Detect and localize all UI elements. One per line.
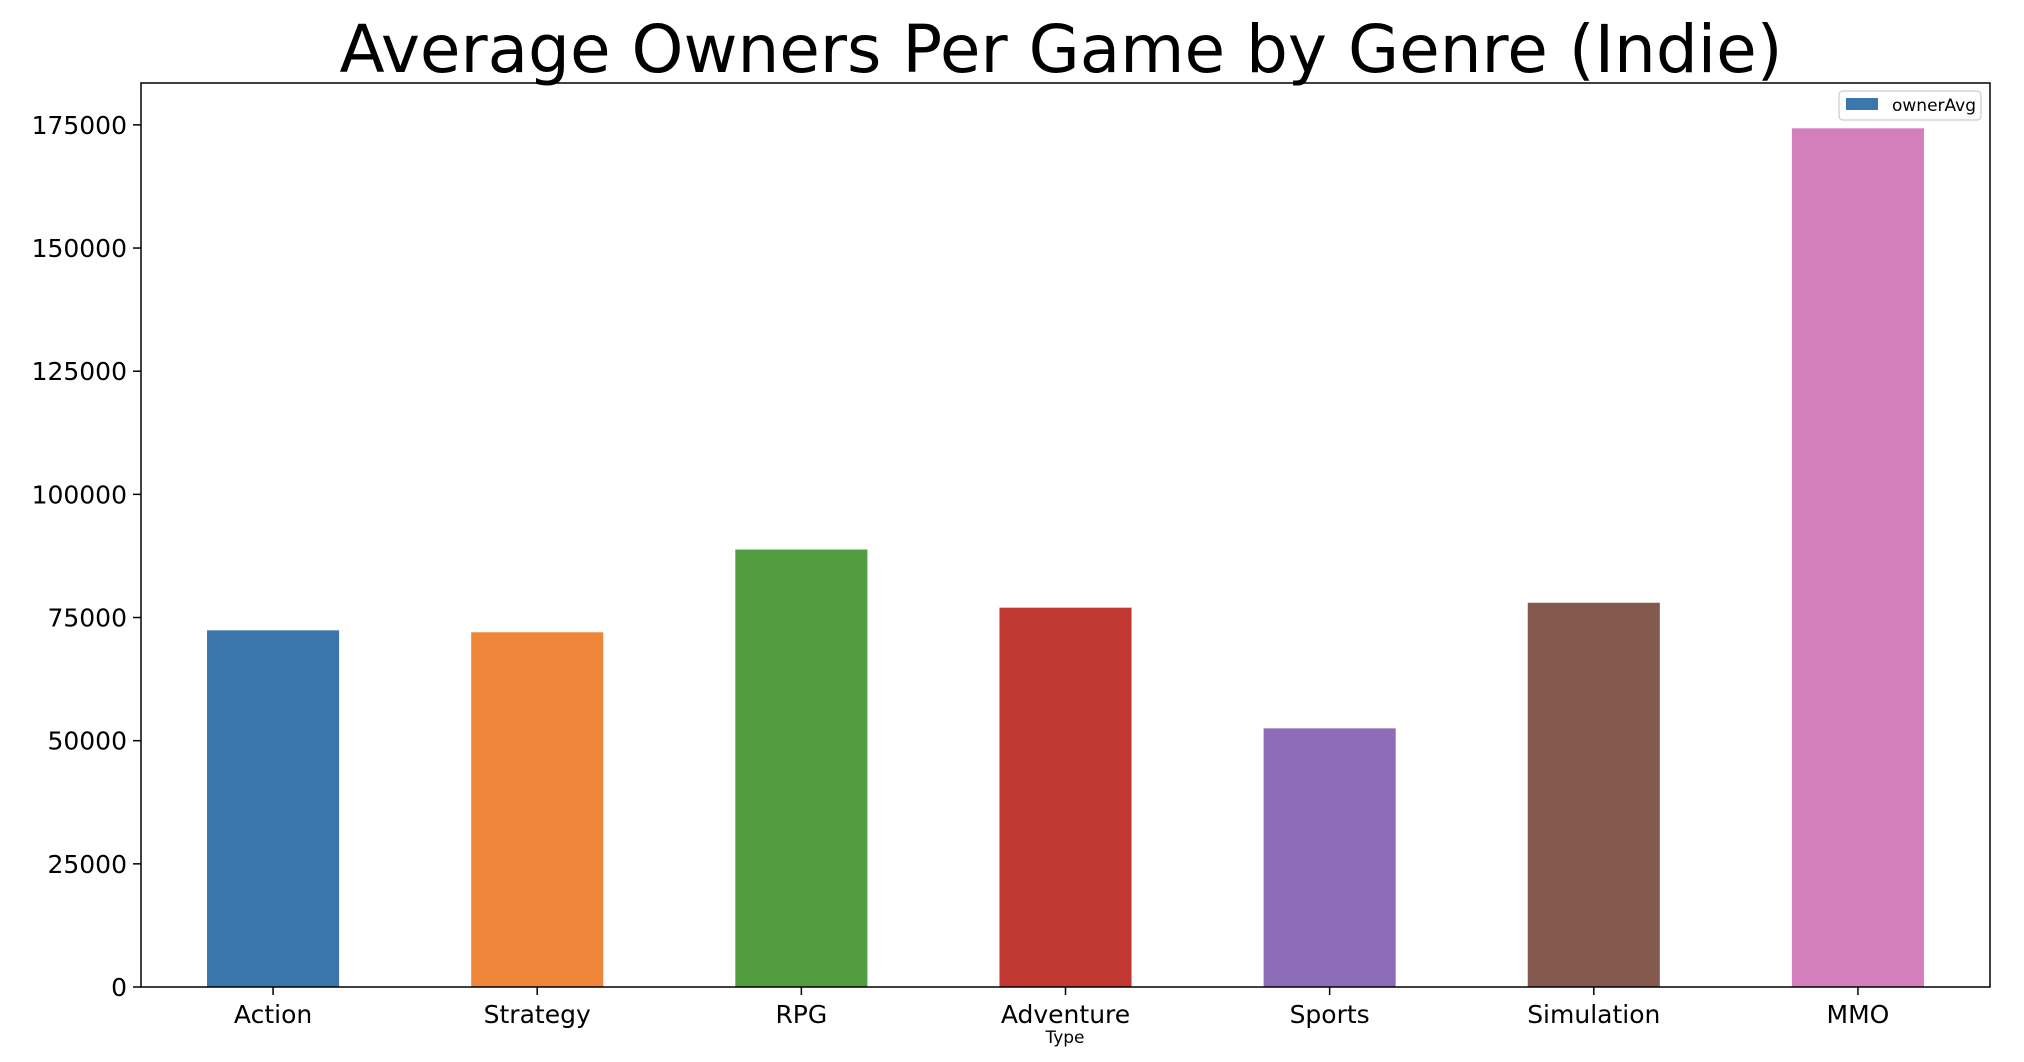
x-axis-label: Type [1044,1028,1084,1048]
bar-simulation [1527,602,1660,987]
plot-frame [140,82,1991,988]
legend-swatch [1846,98,1878,110]
bar-strategy [471,632,604,987]
bar-mmo [1791,128,1924,987]
bar-rpg [735,549,868,987]
x-tick-label: Sports [1290,1000,1370,1029]
y-tick-label: 25000 [47,850,127,879]
x-tick-label: Action [234,1000,312,1029]
bar-adventure [999,607,1132,987]
x-axis: Action Strategy RPG Adventure Sports Simulati… [234,987,1889,1029]
y-tick-label: 50000 [47,727,127,756]
chart-title: Average Owners Per Game by Genre (Indie) [340,11,1783,88]
y-tick-label: 175000 [32,111,127,140]
x-tick-label: MMO [1827,1000,1890,1029]
legend: ownerAvg [1838,90,1982,121]
x-tick-label: Simulation [1527,1000,1660,1029]
bar-action [207,630,340,987]
y-tick-label: 125000 [32,357,127,386]
y-tick-label: 150000 [32,234,127,263]
x-tick-label: Adventure [1001,1000,1130,1029]
y-tick-label: 75000 [47,604,127,633]
legend-label: ownerAvg [1892,96,1976,116]
bars-layer [207,128,1924,987]
x-tick-label: Strategy [484,1000,591,1029]
y-tick-label: 0 [111,973,127,1002]
x-tick-label: RPG [775,1000,827,1029]
y-axis: 0 25000 50000 75000 100000 125000 150000 175000 [32,111,141,1002]
y-tick-label: 100000 [32,480,127,509]
bar-sports [1263,728,1396,987]
